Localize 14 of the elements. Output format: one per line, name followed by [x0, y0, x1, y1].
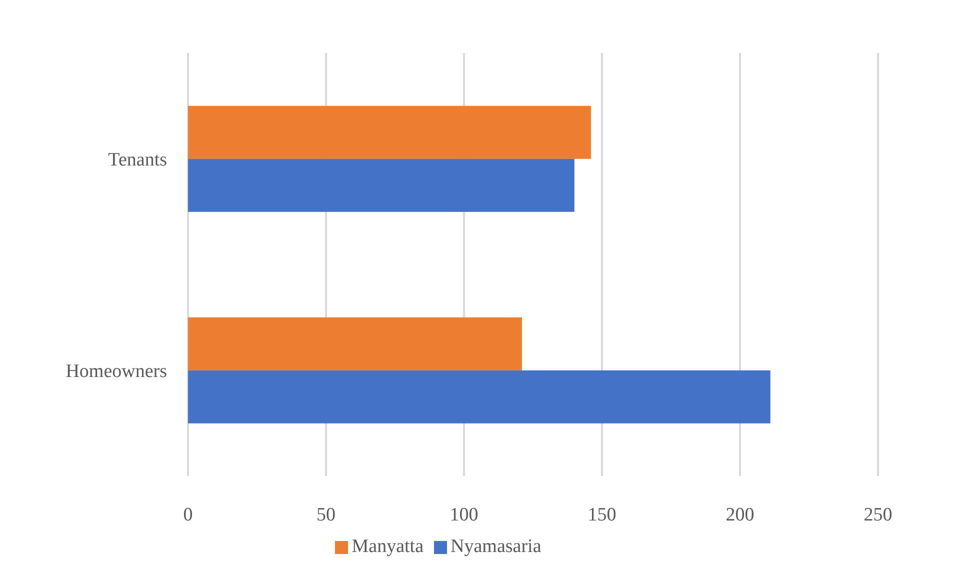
x-tick-label: 200 [726, 504, 754, 526]
x-tick-label: 0 [183, 504, 193, 526]
legend-label: Nyamasaria [450, 536, 542, 557]
y-tick-label: Tenants [108, 149, 167, 170]
x-tick-label: 100 [450, 504, 478, 526]
x-tick-label: 250 [864, 504, 892, 526]
x-tick-label: 150 [588, 504, 616, 526]
x-tick-label: 50 [316, 504, 336, 526]
bar [188, 370, 770, 424]
bar [188, 106, 591, 159]
y-tick-label: Homeowners [66, 360, 167, 382]
bar [188, 158, 574, 212]
bar [188, 317, 522, 370]
legend-label: Manyatta [352, 536, 424, 557]
